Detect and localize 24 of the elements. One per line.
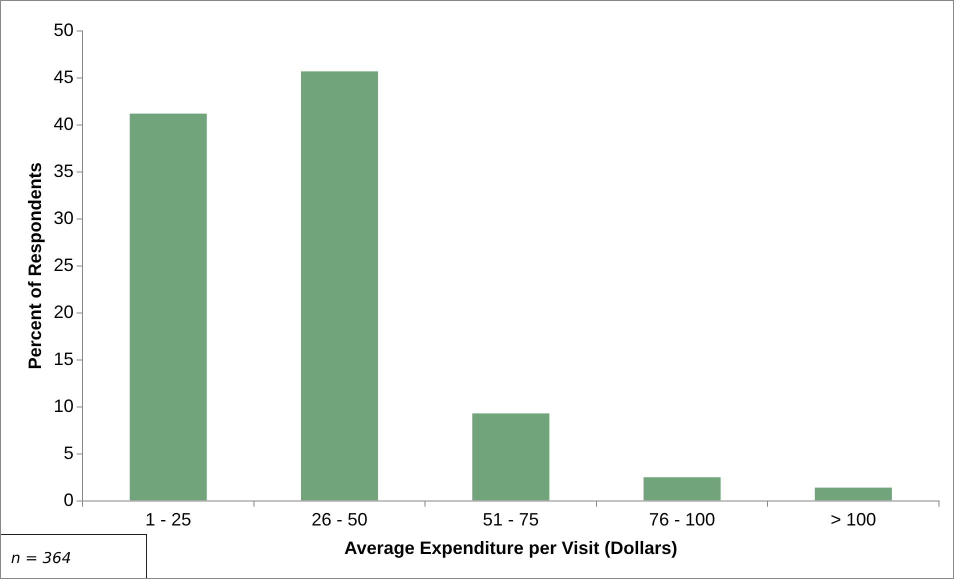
y-tick-label: 50	[54, 20, 74, 40]
text: n = 364	[1, 534, 147, 578]
y-tick-label: 20	[54, 302, 74, 322]
y-tick-label: 25	[54, 254, 74, 275]
bar	[814, 488, 892, 500]
y-tick-label: 5	[64, 442, 74, 463]
x-tick-label: 76 - 100	[649, 510, 716, 530]
bar	[301, 71, 378, 500]
y-tick-label: 15	[54, 348, 74, 369]
bar	[130, 114, 207, 500]
bar	[644, 477, 721, 500]
x-tick-label: > 100	[830, 510, 876, 530]
y-axis-title: Percent of Respondents	[24, 162, 45, 370]
y-tick-label: 10	[54, 396, 74, 416]
x-axis-title: Average Expenditure per Visit (Dollars)	[344, 538, 678, 558]
x-tick-label: 26 - 50	[312, 510, 368, 530]
x-tick-label: 1 - 25	[145, 510, 192, 530]
y-tick-label: 45	[54, 66, 74, 87]
y-tick-label: 30	[54, 208, 74, 228]
y-tick-label: 40	[54, 114, 74, 134]
bar	[472, 413, 550, 500]
y-tick-label: 35	[54, 160, 74, 181]
y-tick-label: 0	[64, 490, 74, 510]
x-tick-label: 51 - 75	[482, 510, 539, 530]
